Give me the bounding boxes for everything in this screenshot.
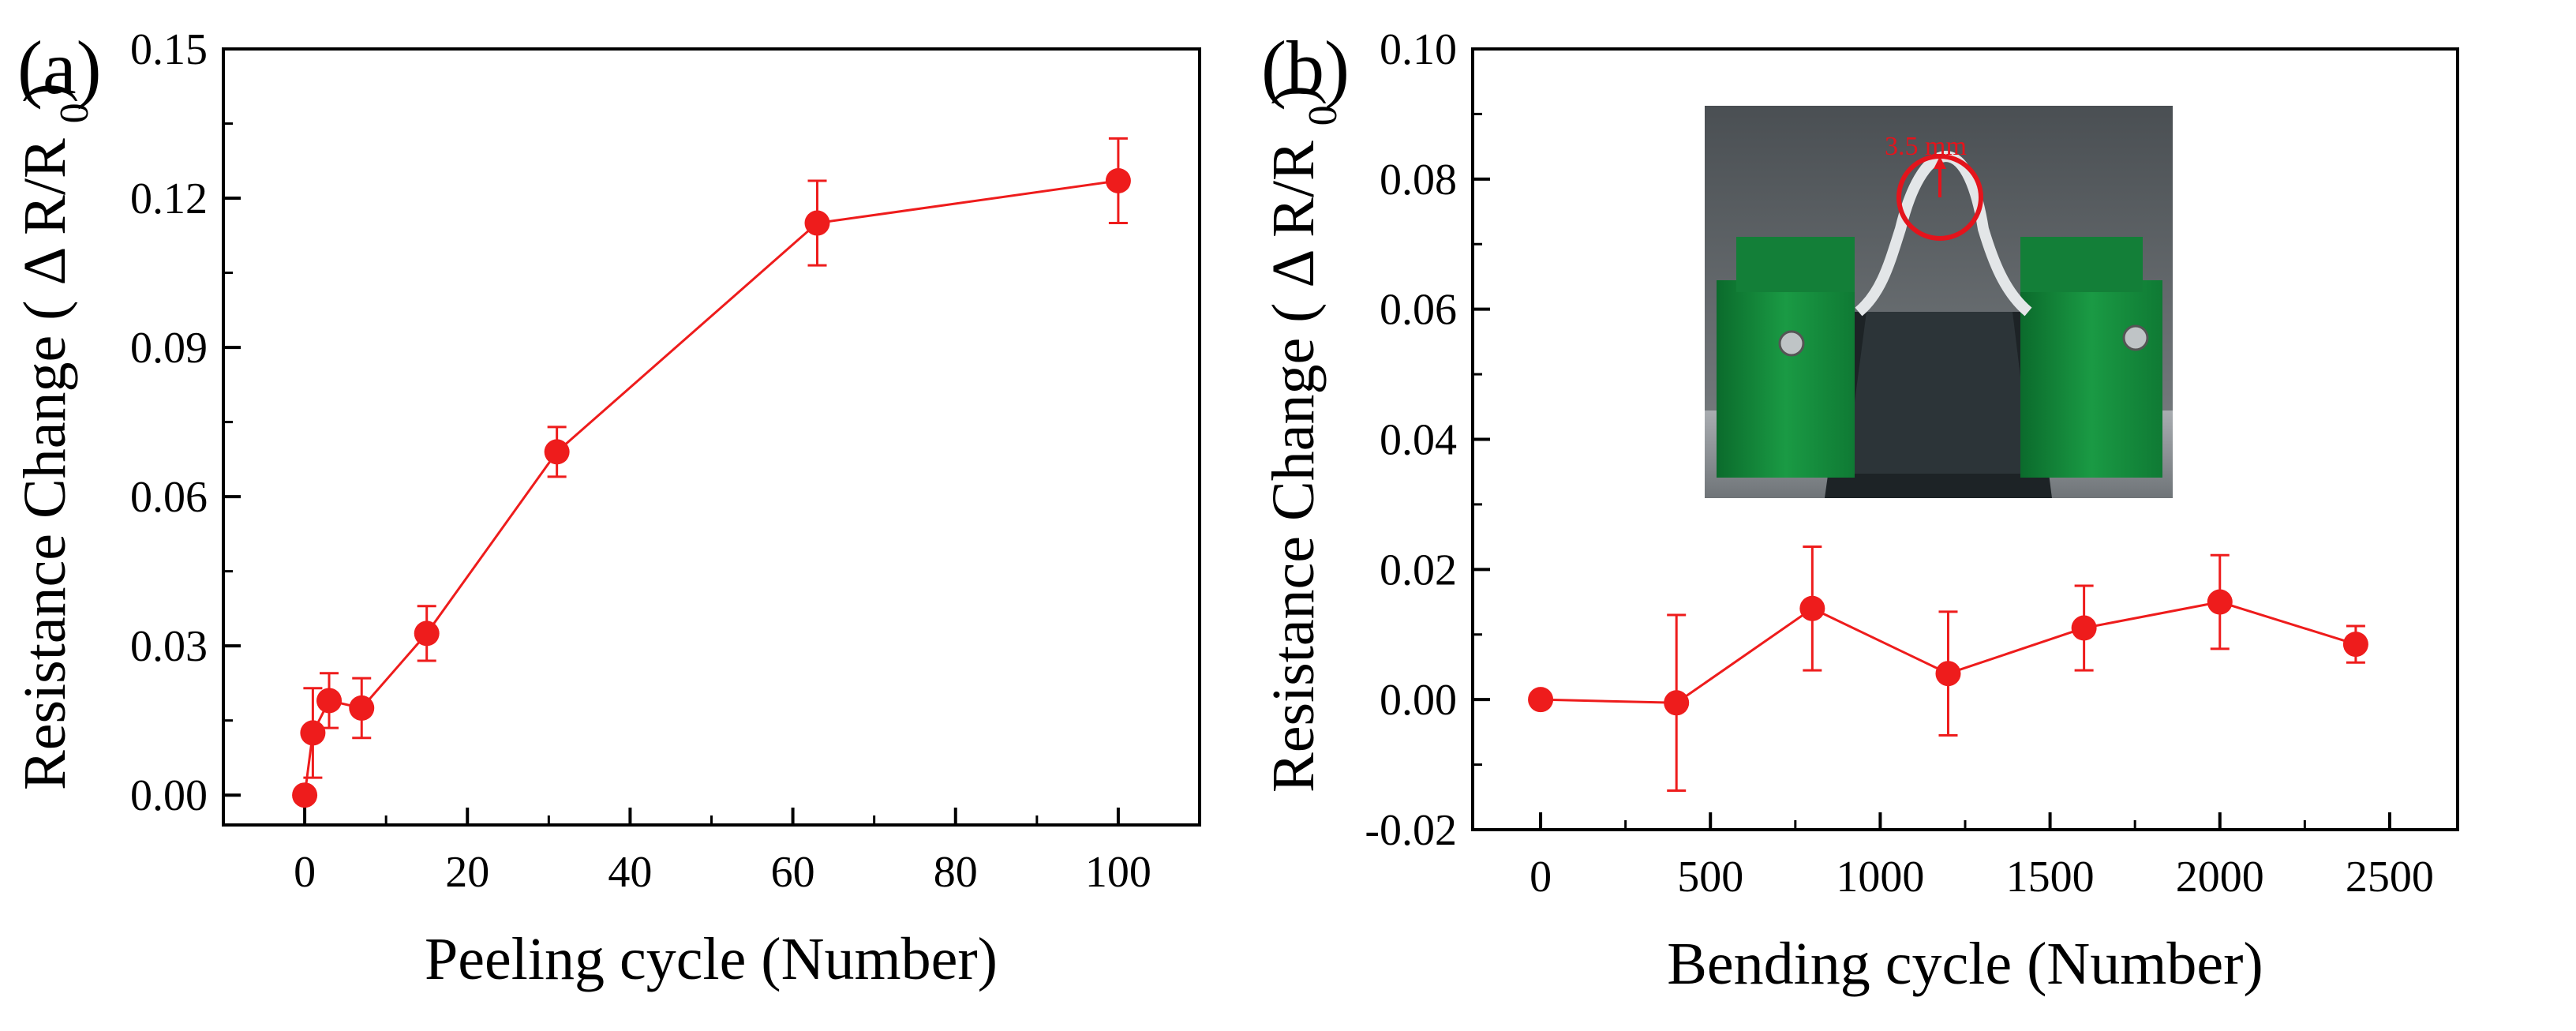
y-tick-label: 0.09 [130,324,208,373]
x-tick-label: 1500 [2006,853,2095,902]
y-axis-label-subscript: 0 [52,103,97,123]
data-point [292,782,318,808]
inset-left-clamp [1717,280,1855,478]
y-tick-label: 0.12 [130,174,208,223]
panel-a-chart: (a) 0 20 40 60 80 100 0.00 0.03 0.06 0.0… [12,25,1201,992]
panel-b-chart: (b) [1260,25,2459,997]
x-tick-label: 0 [1530,853,1552,902]
x-tick-label: 2500 [2346,853,2434,902]
data-point [300,720,326,746]
inset-left-screw [1778,330,1805,357]
panel-a-x-tick-labels: 0 20 40 60 80 100 [294,848,1151,897]
y-axis-label-close: ) [1260,85,1327,105]
panel-a-label: (a) [17,25,102,110]
inset-photo: 3.5 mm [1705,106,2173,498]
data-point [2342,632,2368,658]
panel-a-y-tick-labels: 0.00 0.03 0.06 0.09 0.12 0.15 [130,25,208,820]
panel-b-ticks [1473,47,2391,831]
panel-b-y-tick-labels: -0.02 0.00 0.02 0.04 0.06 0.08 0.10 [1365,25,1457,855]
y-axis-label-main: Resistance Change ( Δ R/R [1260,141,1327,793]
y-tick-label: 0.08 [1380,156,1457,204]
panel-b-data [1528,545,2368,793]
data-point [316,688,343,714]
x-tick-label: 500 [1677,853,1743,902]
y-tick-label: 0.00 [1380,676,1457,725]
x-tick-label: 100 [1085,848,1151,897]
series-line [303,179,1119,796]
data-point [1664,690,1690,716]
y-axis-label-main: Resistance Change ( Δ R/R [12,138,78,790]
x-tick-label: 20 [445,848,489,897]
y-axis-label-subscript: 0 [1301,105,1346,126]
data-point [1935,661,1961,687]
data-point [804,210,830,236]
inset-arrow-head-icon [1934,156,1946,169]
panel-b-x-axis-label: Bending cycle (Number) [1667,931,2263,997]
y-tick-label: 0.00 [130,771,208,820]
data-point [1799,595,1825,621]
panel-a-ticks [222,47,1201,825]
panel-a-x-axis-label: Peeling cycle (Number) [425,926,998,992]
inset-channel-inner [1845,312,2032,474]
y-tick-label: 0.06 [1380,286,1457,335]
y-tick-label: 0.06 [130,473,208,522]
x-tick-label: 60 [771,848,815,897]
data-point [2071,615,2097,641]
y-tick-label: -0.02 [1365,806,1457,855]
inset-right-clamp [2020,280,2162,478]
data-point [414,620,440,647]
panel-b-label: (b) [1261,25,1350,110]
data-point [544,439,570,465]
y-tick-label: 0.04 [1380,416,1457,465]
data-point [1105,167,1131,193]
panel-b-y-axis-label: Resistance Change ( Δ R/R 0) [1260,85,1346,793]
panel-a-y-axis-label: Resistance Change ( Δ R/R 0) [12,83,97,790]
y-tick-label: 0.03 [130,622,208,671]
panel-a-data [292,137,1131,808]
x-tick-label: 80 [934,848,978,897]
y-tick-label: 0.02 [1380,545,1457,594]
data-point [349,695,375,721]
y-axis-label-close: ) [12,83,78,103]
x-tick-label: 40 [608,848,652,897]
data-point [1528,687,1554,713]
panel-b-x-tick-labels: 0 500 1000 1500 2000 2500 [1530,853,2434,902]
y-tick-label: 0.15 [130,25,208,74]
x-tick-label: 1000 [1836,853,1924,902]
inset-right-screw [2122,324,2149,351]
inset-right-clamp-top [2020,237,2143,292]
inset-radius-label: 3.5 mm [1885,132,1967,161]
x-tick-label: 0 [294,848,316,897]
y-tick-label: 0.10 [1380,25,1457,74]
x-tick-label: 2000 [2176,853,2264,902]
inset-left-clamp-top [1736,237,1855,292]
data-point [2207,589,2233,615]
